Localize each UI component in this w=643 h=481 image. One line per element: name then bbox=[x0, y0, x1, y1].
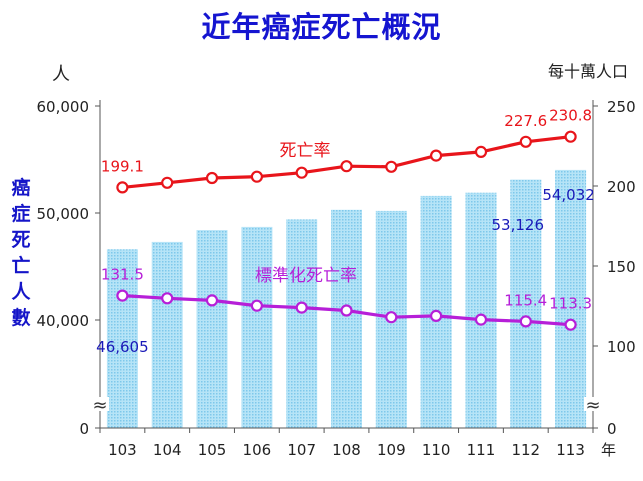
left-tick-label: 0 bbox=[79, 420, 89, 438]
bar-111 bbox=[465, 192, 497, 428]
std-rate-point-108 bbox=[340, 304, 353, 317]
x-tick-label-108: 108 bbox=[332, 441, 361, 459]
std-rate-point-107 bbox=[295, 301, 308, 314]
x-tick-label-103: 103 bbox=[108, 441, 137, 459]
x-tick-label-113: 113 bbox=[556, 441, 585, 459]
chart-title: 近年癌症死亡概況 bbox=[201, 10, 442, 44]
std-rate-point-103 bbox=[116, 289, 129, 302]
bar-107 bbox=[286, 219, 318, 428]
death-rate-point-112 bbox=[519, 135, 532, 148]
x-tick-label-111: 111 bbox=[467, 441, 496, 459]
std-rate-point-106 bbox=[250, 299, 263, 312]
data-label-癌症死亡人數-103: 46,605 bbox=[96, 338, 149, 356]
right-axis-break: ≈ bbox=[585, 395, 600, 416]
death-rate-point-105 bbox=[205, 171, 219, 185]
death-rate-point-111 bbox=[474, 145, 488, 158]
data-label-癌症死亡人數-112: 53,126 bbox=[492, 216, 545, 234]
standardized-rate-series-label: 標準化死亡率 bbox=[255, 266, 357, 286]
death-rate-series-label: 死亡率 bbox=[280, 141, 331, 161]
bar-113 bbox=[555, 169, 587, 428]
bar-108 bbox=[331, 209, 362, 428]
right-tick-label: 200 bbox=[607, 178, 636, 196]
left-axis-unit: 人 bbox=[52, 64, 70, 85]
data-label-標準化死亡率-112: 115.4 bbox=[504, 291, 547, 309]
death-rate-point-106 bbox=[250, 170, 263, 183]
x-tick-label-106: 106 bbox=[243, 441, 272, 459]
death-rate-point-110 bbox=[430, 149, 443, 162]
x-tick-label-104: 104 bbox=[153, 441, 182, 459]
x-tick-label-105: 105 bbox=[198, 441, 227, 459]
left-axis-break: ≈ bbox=[92, 395, 107, 416]
bar-103 bbox=[106, 249, 138, 428]
bar-106 bbox=[241, 226, 273, 428]
x-tick-label-107: 107 bbox=[287, 441, 316, 459]
data-label-死亡率-103: 199.1 bbox=[101, 157, 144, 175]
std-rate-point-109 bbox=[385, 311, 398, 324]
left-axis-label: 癌症死亡人數 bbox=[11, 177, 31, 329]
death-rate-point-113 bbox=[564, 130, 577, 143]
std-rate-point-105 bbox=[205, 294, 219, 307]
left-tick-label: 50,000 bbox=[37, 205, 90, 223]
axis-break-mask bbox=[584, 397, 602, 411]
data-label-標準化死亡率-113: 113.3 bbox=[549, 295, 592, 313]
right-tick-label: 150 bbox=[607, 258, 636, 276]
x-tick-label-112: 112 bbox=[511, 441, 540, 459]
std-rate-point-104 bbox=[161, 292, 174, 305]
bar-104 bbox=[151, 241, 183, 428]
death-rate-point-103 bbox=[116, 181, 129, 194]
std-rate-point-112 bbox=[519, 315, 532, 328]
left-tick-label: 40,000 bbox=[37, 312, 90, 330]
std-rate-point-110 bbox=[430, 309, 443, 322]
data-label-癌症死亡人數-113: 54,032 bbox=[542, 186, 595, 204]
x-tick-label-110: 110 bbox=[422, 441, 451, 459]
x-tick-label-109: 109 bbox=[377, 441, 406, 459]
death-rate-point-109 bbox=[385, 160, 398, 173]
bar-105 bbox=[196, 230, 228, 428]
std-rate-point-113 bbox=[564, 318, 577, 331]
x-axis-unit: 年 bbox=[601, 441, 616, 459]
death-rate-point-104 bbox=[161, 176, 174, 189]
bar-112 bbox=[510, 179, 542, 428]
right-tick-label: 100 bbox=[607, 338, 636, 356]
data-label-死亡率-112: 227.6 bbox=[504, 112, 547, 130]
right-tick-label: 0 bbox=[607, 420, 617, 438]
axis-break-mask bbox=[91, 397, 109, 411]
right-tick-label: 250 bbox=[607, 98, 636, 116]
data-label-死亡率-113: 230.8 bbox=[549, 107, 592, 125]
right-axis-unit: 每十萬人口 bbox=[548, 62, 629, 81]
data-label-標準化死亡率-103: 131.5 bbox=[101, 266, 144, 284]
death-rate-point-107 bbox=[295, 166, 308, 179]
std-rate-point-111 bbox=[474, 313, 488, 326]
death-rate-point-108 bbox=[340, 160, 353, 173]
left-tick-label: 60,000 bbox=[37, 98, 90, 116]
